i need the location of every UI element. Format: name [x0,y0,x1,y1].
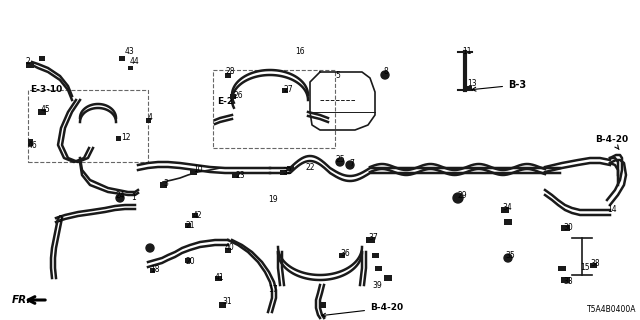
Text: 31: 31 [222,298,232,307]
Bar [287,165,294,171]
Bar [119,55,125,60]
Bar [319,302,326,308]
Bar [39,55,45,60]
Bar [159,182,166,188]
Text: 16: 16 [295,47,305,57]
Bar [28,139,33,146]
Text: 32: 32 [282,167,292,177]
Bar [339,252,345,258]
Bar [185,258,191,262]
Circle shape [116,194,124,202]
Text: 24: 24 [115,190,125,199]
Text: 33: 33 [563,277,573,286]
Text: B-4-20: B-4-20 [595,135,628,149]
Text: 7: 7 [349,158,354,167]
Circle shape [146,244,154,252]
Text: E-3-10: E-3-10 [30,85,62,94]
Bar [225,247,231,252]
Text: 46: 46 [28,140,38,149]
Text: 35: 35 [505,251,515,260]
Bar [218,302,225,308]
Text: 41: 41 [215,274,225,283]
Text: 2: 2 [26,58,31,67]
Bar [145,117,150,123]
Bar [38,109,46,115]
Text: FR.: FR. [12,295,31,305]
Bar [127,66,132,70]
Circle shape [453,193,463,203]
Bar [280,170,287,174]
Circle shape [504,254,512,262]
Text: 8: 8 [383,68,388,76]
Bar [192,212,198,218]
Text: 17: 17 [268,285,278,294]
Text: 5: 5 [335,70,340,79]
Bar [26,62,34,68]
Bar [230,93,236,99]
Circle shape [381,71,389,79]
Text: 22: 22 [305,164,314,172]
Bar [189,170,196,174]
Text: 14: 14 [607,205,616,214]
Text: 13: 13 [467,78,477,87]
Text: 40: 40 [225,244,235,252]
Bar [150,268,154,273]
Text: B-4-20: B-4-20 [322,303,403,317]
Text: T5A4B0400A: T5A4B0400A [586,305,636,314]
Text: 36: 36 [340,249,349,258]
Text: 30: 30 [563,223,573,233]
Text: 12: 12 [121,133,131,142]
Text: 27: 27 [283,85,292,94]
Text: 37: 37 [368,234,378,243]
Bar [365,237,374,243]
Text: 4: 4 [148,113,153,122]
Text: E-2: E-2 [217,98,233,107]
Text: 26: 26 [233,91,243,100]
Text: 1: 1 [131,193,136,202]
FancyBboxPatch shape [28,90,148,162]
Text: 20: 20 [185,258,195,267]
FancyBboxPatch shape [213,70,335,148]
Text: 3: 3 [163,179,168,188]
Text: 11: 11 [462,47,472,57]
Circle shape [346,161,354,169]
Text: 38: 38 [590,259,600,268]
Bar [374,266,381,270]
Bar [501,207,509,213]
Text: 10: 10 [193,165,203,174]
Text: 9: 9 [57,215,62,225]
Text: 19: 19 [268,196,278,204]
Text: 29: 29 [457,190,467,199]
Bar [558,266,566,270]
Text: 43: 43 [125,47,135,57]
Text: 34: 34 [502,204,512,212]
Bar [225,73,231,77]
Bar [214,276,221,281]
Bar [589,262,596,268]
Bar [185,222,191,228]
Text: 42: 42 [193,211,203,220]
Text: B-3: B-3 [472,80,526,91]
Text: 18: 18 [150,266,159,275]
Text: 15: 15 [580,263,589,273]
Text: 28: 28 [225,68,234,76]
Text: 39: 39 [372,281,381,290]
Text: 45: 45 [41,106,51,115]
Bar [504,219,512,225]
Text: 44: 44 [130,58,140,67]
Bar [232,172,239,178]
Circle shape [336,158,344,166]
Text: 25: 25 [336,156,346,164]
Bar [561,277,570,283]
Bar [384,275,392,281]
Text: 23: 23 [235,171,244,180]
Bar [371,252,378,258]
Text: 21: 21 [185,220,195,229]
Bar [115,135,120,140]
Bar [465,85,472,91]
Bar [561,225,570,231]
Bar [282,87,288,92]
